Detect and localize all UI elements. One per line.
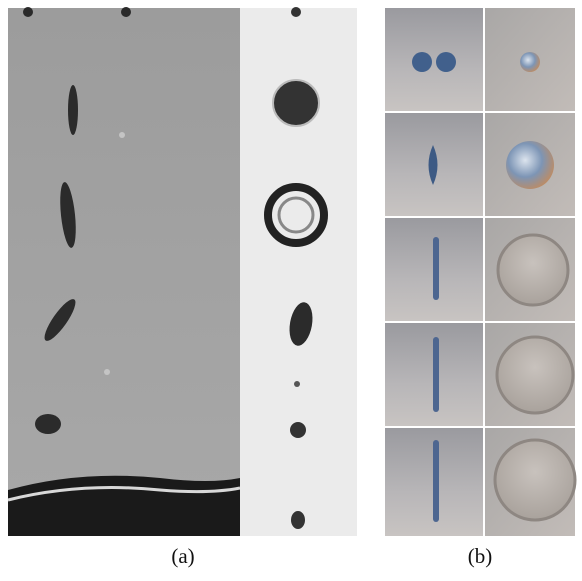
panel-label: (a) [171, 544, 194, 568]
figure: (a) (b) [0, 0, 582, 581]
panel-b-image [385, 8, 575, 536]
panel-label: (b) [468, 544, 493, 568]
panel-a-image [8, 7, 357, 536]
